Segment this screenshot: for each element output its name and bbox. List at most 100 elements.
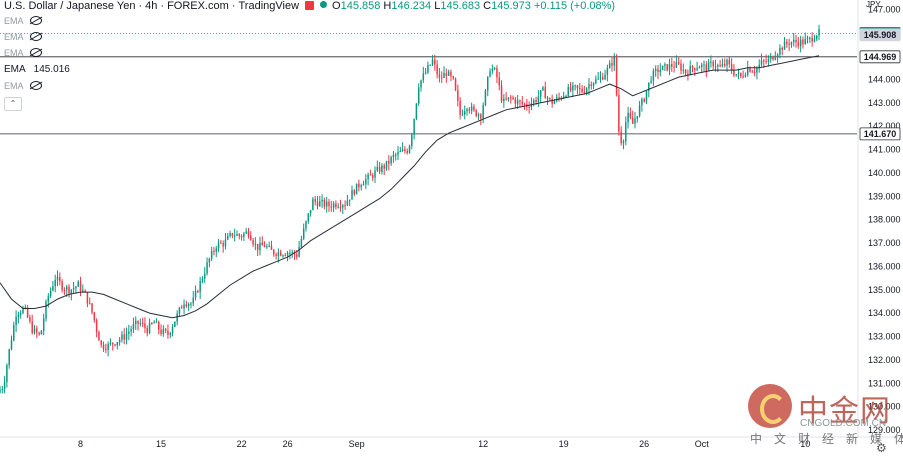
candle-body — [61, 281, 63, 290]
candle-body — [316, 201, 319, 207]
candle-body — [737, 72, 740, 75]
candle-body — [243, 233, 245, 237]
chart-legend-title[interactable]: U.S. Dollar / Japanese Yen · 4h · FOREX.com ·… — [4, 0, 616, 12]
candle-body — [631, 117, 634, 124]
candle-body — [208, 258, 211, 263]
candle-body — [802, 39, 804, 45]
candle-body — [164, 329, 167, 331]
candle-body — [408, 145, 411, 153]
candle-body — [809, 37, 811, 39]
watermark-text: 中金网 — [798, 394, 891, 429]
indicator-ema-5[interactable]: EMA — [4, 79, 42, 93]
candle-body — [742, 76, 744, 78]
settings-gear-icon[interactable]: ⚙ — [876, 441, 887, 455]
currency-label[interactable]: JPY — [866, 0, 881, 9]
candle-body — [740, 72, 742, 77]
price-axis-label-box — [859, 127, 901, 141]
interval[interactable]: 4h — [145, 0, 158, 12]
candle-body — [687, 73, 689, 75]
candle-body — [721, 63, 724, 67]
candle-body — [29, 317, 31, 322]
candle-body — [146, 327, 148, 334]
candle-body — [484, 90, 487, 106]
candle-body — [8, 349, 10, 366]
candle-body — [811, 37, 813, 42]
candle-body — [650, 80, 652, 83]
candle-body — [592, 83, 595, 86]
candle-body — [567, 87, 570, 97]
candle-body — [84, 290, 86, 293]
candle-body — [197, 291, 199, 293]
indicator-ema-4[interactable]: EMA 145.016 — [4, 64, 70, 75]
candle-body — [346, 200, 349, 206]
candle-body — [553, 100, 556, 104]
candle-body — [250, 235, 252, 241]
eye-hidden-icon[interactable] — [29, 16, 42, 25]
indicator-ema-1[interactable]: EMA — [4, 14, 42, 28]
price-axis-label-box — [859, 28, 901, 42]
candle-body — [470, 106, 473, 111]
candle-body — [411, 134, 413, 146]
y-tick-label: 134.000 — [868, 308, 901, 318]
candle-body — [717, 65, 719, 67]
candle-body — [677, 62, 680, 64]
candle-body — [399, 151, 402, 153]
candle-body — [26, 307, 29, 318]
symbol-name[interactable]: U.S. Dollar / Japanese Yen — [4, 0, 136, 12]
candle-body — [174, 321, 176, 327]
candle-body — [790, 42, 793, 45]
candle-body — [602, 77, 604, 80]
candle-body — [337, 206, 339, 208]
candle-body — [378, 166, 381, 172]
eye-hidden-icon[interactable] — [29, 81, 42, 90]
candle-body — [818, 29, 820, 36]
candle-body — [365, 179, 367, 185]
candle-body — [643, 99, 645, 102]
candle-body — [463, 111, 466, 115]
exchange: FOREX.com — [167, 0, 229, 12]
indicator-ema-2[interactable]: EMA — [4, 30, 42, 44]
candle-body — [684, 69, 687, 74]
candle-body — [88, 303, 91, 305]
candle-body — [123, 334, 125, 340]
candle-body — [712, 61, 714, 67]
candle-body — [19, 313, 22, 315]
y-tick-label: 140.000 — [868, 168, 901, 178]
candle-body — [77, 281, 79, 287]
candle-body — [305, 221, 307, 229]
candle-body — [562, 96, 565, 99]
candle-body — [227, 236, 229, 240]
candle-body — [162, 329, 165, 335]
y-tick-label: 137.000 — [868, 238, 901, 248]
candle-body — [443, 73, 445, 78]
candle-body — [132, 324, 135, 330]
eye-hidden-icon[interactable] — [29, 48, 42, 57]
candle-body — [86, 292, 89, 304]
candle-body — [714, 66, 717, 68]
candle-body — [275, 254, 277, 257]
collapse-legend-button[interactable]: ⌃ — [4, 97, 22, 111]
y-tick-label: 138.000 — [868, 215, 901, 225]
candle-body — [125, 333, 128, 340]
candle-body — [82, 290, 84, 292]
x-tick-label: 12 — [478, 439, 488, 449]
candle-body — [31, 321, 33, 333]
candle-body — [185, 304, 188, 306]
candle-body — [728, 59, 731, 65]
candle-body — [719, 65, 721, 67]
eye-hidden-icon[interactable] — [29, 32, 42, 41]
candle-body — [95, 320, 98, 332]
candle-body — [420, 80, 422, 88]
candle-body — [625, 122, 627, 142]
candle-body — [505, 98, 507, 100]
candle-body — [661, 65, 664, 70]
candle-body — [139, 323, 142, 325]
candle-body — [698, 67, 701, 69]
candle-body — [620, 131, 622, 144]
candle-body — [91, 303, 93, 313]
candle-body — [769, 56, 772, 60]
candle-body — [229, 233, 231, 237]
candle-body — [286, 253, 289, 256]
indicator-ema-3[interactable]: EMA — [4, 46, 42, 60]
